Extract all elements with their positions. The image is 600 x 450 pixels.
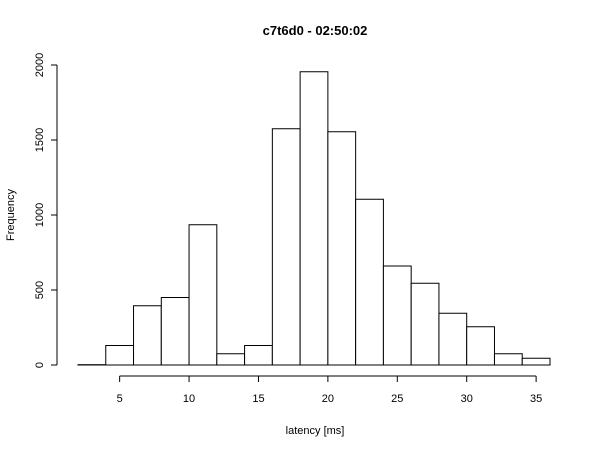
x-tick-label: 25 — [391, 393, 403, 405]
histogram-bar — [299, 71, 329, 366]
y-tick-label: 2000 — [34, 53, 46, 77]
histogram-bar — [271, 128, 301, 366]
x-axis-label: latency [ms] — [286, 425, 345, 437]
histogram-bar — [410, 282, 440, 366]
histogram-bar — [493, 353, 523, 366]
histogram-bar — [244, 345, 273, 366]
x-axis: 5 10 15 20 25 30 35 — [117, 375, 542, 405]
x-tick-label: 10 — [183, 393, 195, 405]
bars-group — [77, 71, 551, 366]
x-tick-label: 30 — [461, 393, 473, 405]
chart-title: c7t6d0 - 02:50:02 — [263, 23, 368, 38]
histogram-bar — [105, 345, 135, 366]
x-tick-label: 20 — [322, 393, 334, 405]
histogram-bar — [466, 326, 495, 366]
y-tick-label: 0 — [34, 362, 46, 368]
histogram-bar — [382, 265, 412, 366]
x-tick-label: 35 — [530, 393, 542, 405]
x-tick-label: 5 — [117, 393, 123, 405]
histogram-bar — [188, 224, 218, 366]
histogram-bar — [327, 131, 357, 366]
histogram-bar — [133, 305, 162, 366]
histogram-bar — [355, 198, 384, 366]
y-tick-label: 1000 — [34, 203, 46, 227]
y-axis-label: Frequency — [5, 189, 17, 241]
histogram-bar — [521, 357, 551, 366]
histogram-bar — [438, 312, 468, 366]
histogram-bar — [160, 297, 190, 366]
histogram-bar — [216, 353, 246, 366]
y-tick-label: 1500 — [34, 128, 46, 152]
y-tick-label: 500 — [34, 281, 46, 299]
y-axis: 0 500 1000 1500 2000 — [34, 53, 58, 368]
x-tick-label: 15 — [252, 393, 264, 405]
